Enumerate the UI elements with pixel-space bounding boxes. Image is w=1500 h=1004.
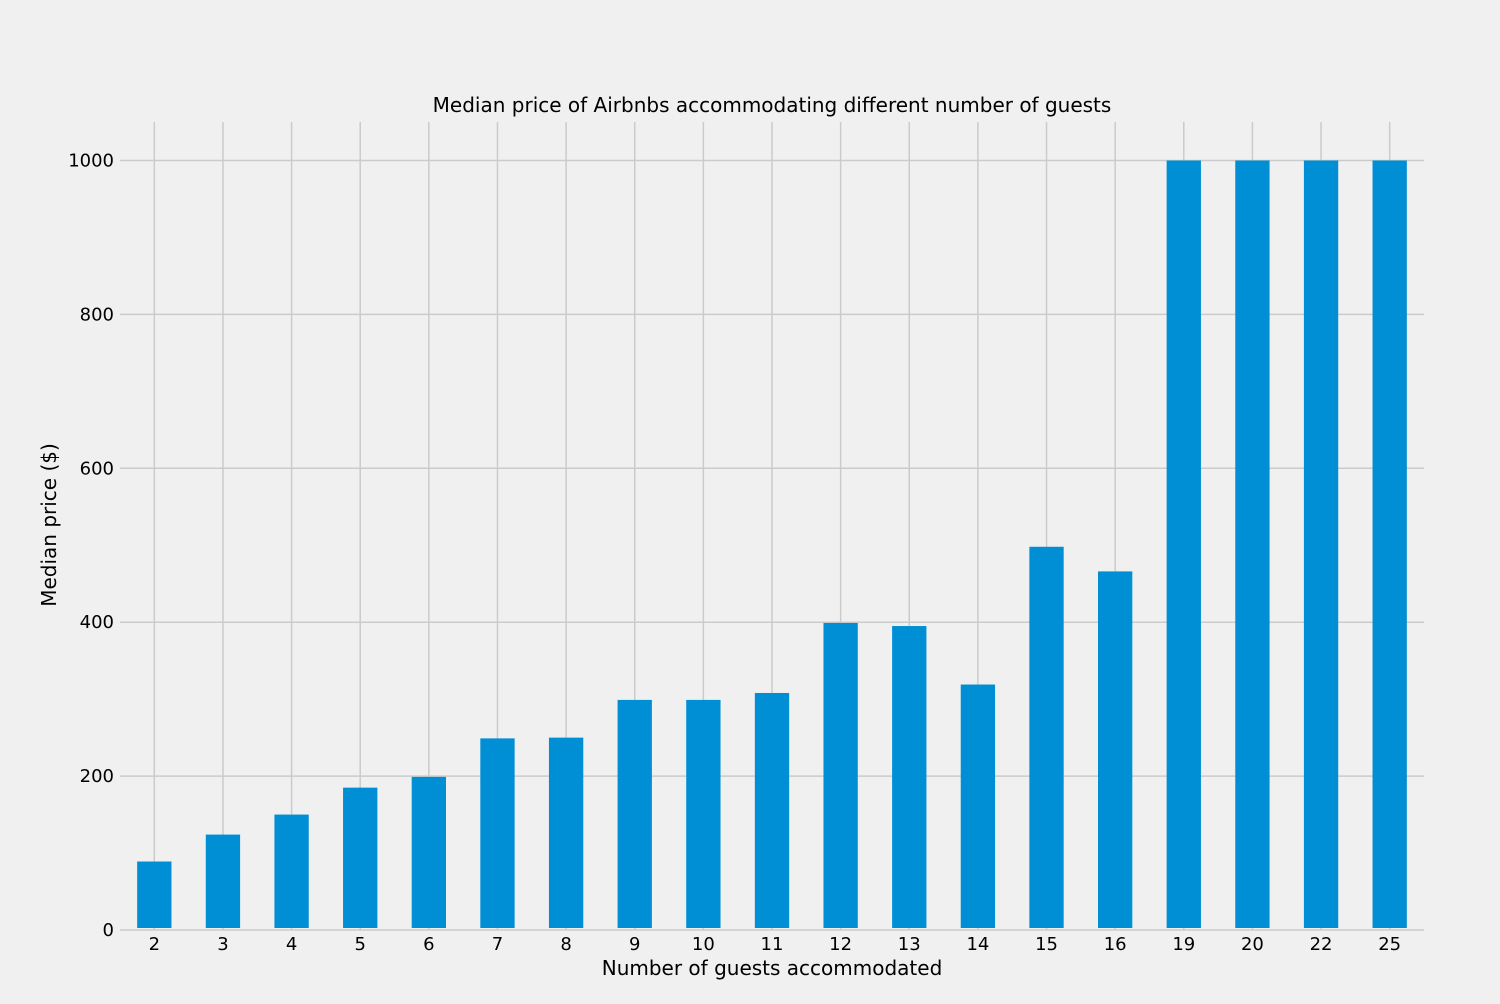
y-tick-labels: 0 200 400 600 800 1000 — [68, 150, 114, 941]
chart-title: Median price of Airbnbs accommodating di… — [433, 93, 1112, 117]
bar-4 — [274, 814, 309, 928]
bar-12 — [823, 622, 858, 928]
x-tick-label: 12 — [829, 934, 852, 955]
bars — [137, 160, 1407, 928]
bar-10 — [686, 699, 721, 928]
x-tick-label: 15 — [1035, 934, 1058, 955]
bar-2 — [137, 861, 172, 928]
x-tick-label: 3 — [217, 934, 228, 955]
bar-13 — [892, 626, 927, 928]
x-tick-label: 10 — [692, 934, 715, 955]
bar-14 — [960, 684, 996, 928]
bar-7 — [480, 738, 515, 928]
x-tick-label: 16 — [1104, 934, 1127, 955]
x-axis-title: Number of guests accommodated — [602, 956, 943, 980]
y-tick-label: 200 — [80, 766, 114, 787]
x-tick-label: 5 — [354, 934, 365, 955]
x-tick-label: 7 — [492, 934, 503, 955]
x-tick-label: 2 — [149, 934, 160, 955]
bar-22 — [1303, 160, 1339, 928]
y-axis-title: Median price ($) — [37, 443, 61, 607]
x-tick-label: 19 — [1172, 934, 1195, 955]
y-tick-label: 400 — [80, 612, 114, 633]
bar-9 — [617, 699, 652, 928]
bar-16 — [1098, 571, 1133, 928]
x-tick-label: 4 — [286, 934, 297, 955]
y-tick-label: 1000 — [68, 150, 114, 171]
bar-15 — [1029, 546, 1064, 928]
x-tick-label: 9 — [629, 934, 640, 955]
bar-11 — [754, 692, 790, 928]
x-tick-label: 11 — [761, 934, 784, 955]
bar-20 — [1235, 160, 1270, 928]
x-tick-label: 14 — [966, 934, 989, 955]
bar-25 — [1372, 160, 1407, 928]
x-tick-label: 6 — [423, 934, 434, 955]
x-tick-labels: 2 3 4 5 6 7 8 9 10 11 12 13 14 15 16 19 20 22 25 — [149, 934, 1402, 955]
y-tick-label: 800 — [80, 304, 114, 325]
x-tick-label: 25 — [1378, 934, 1401, 955]
x-tick-label: 22 — [1310, 934, 1333, 955]
x-tick-label: 8 — [560, 934, 571, 955]
bar-6 — [411, 776, 446, 928]
x-tick-label: 20 — [1241, 934, 1264, 955]
y-tick-label: 600 — [80, 458, 114, 479]
bar-3 — [205, 834, 241, 928]
bar-19 — [1166, 160, 1201, 928]
bar-5 — [343, 787, 378, 928]
y-tick-label: 0 — [103, 920, 114, 941]
x-tick-label: 13 — [898, 934, 921, 955]
bar-8 — [548, 737, 584, 928]
